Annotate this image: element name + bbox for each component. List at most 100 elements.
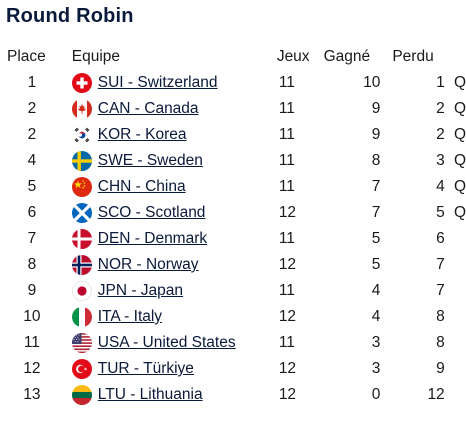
norway-flag-icon	[71, 255, 92, 275]
table-row: 6 SCO - Scotland 12 7 5 Q	[0, 200, 466, 226]
team-link[interactable]: JPN - Japan	[97, 282, 184, 299]
won-cell: 8	[371, 152, 381, 169]
lost-cell: 12	[427, 386, 445, 403]
switzerland-flag-icon	[71, 73, 92, 93]
lost-cell: 5	[436, 204, 445, 221]
won-cell: 9	[371, 100, 381, 117]
place-cell: 2	[27, 100, 37, 117]
team-link[interactable]: SCO - Scotland	[97, 204, 206, 221]
team-link[interactable]: KOR - Korea	[97, 126, 187, 143]
qualified-mark	[445, 252, 466, 278]
place-cell: 2	[27, 126, 37, 143]
qualified-mark	[445, 278, 466, 304]
canada-flag-icon	[71, 99, 92, 119]
table-row: 11 USA - United States 11 3 8	[0, 330, 466, 356]
usa-flag-icon	[71, 333, 92, 353]
place-cell: 13	[23, 386, 41, 403]
qualified-mark: Q	[453, 100, 466, 117]
games-cell: 11	[278, 334, 295, 351]
qualified-mark	[445, 226, 466, 252]
team-link[interactable]: LTU - Lithuania	[97, 386, 203, 403]
won-cell: 7	[371, 178, 381, 195]
won-cell: 3	[371, 334, 381, 351]
qualified-mark	[445, 304, 466, 330]
won-cell: 4	[371, 282, 381, 299]
place-cell: 6	[27, 204, 37, 221]
header-games: Jeux	[276, 48, 310, 65]
standings-table: Place Equipe Jeux Gagné Perdu 1 SUI - Sw…	[0, 44, 466, 408]
lost-cell: 9	[436, 360, 445, 377]
lost-cell: 2	[436, 100, 445, 117]
denmark-flag-icon	[71, 229, 92, 249]
table-row: 10 ITA - Italy 12 4 8	[0, 304, 466, 330]
place-cell: 9	[27, 282, 37, 299]
header-qualified	[445, 44, 466, 70]
china-flag-icon	[71, 177, 92, 197]
lost-cell: 6	[436, 230, 445, 247]
header-team: Equipe	[71, 48, 121, 65]
games-cell: 12	[278, 308, 297, 325]
lost-cell: 8	[436, 308, 445, 325]
qualified-mark: Q	[453, 126, 466, 143]
games-cell: 11	[278, 282, 295, 299]
table-header-row: Place Equipe Jeux Gagné Perdu	[0, 44, 466, 70]
team-cell: CAN - Canada	[64, 96, 259, 122]
table-row: 13 LTU - Lithuania 12 0 12	[0, 382, 466, 408]
place-cell: 7	[27, 230, 37, 247]
table-row: 5 CHN - China 11 7 4 Q	[0, 174, 466, 200]
team-cell: NOR - Norway	[64, 252, 259, 278]
lost-cell: 7	[436, 256, 445, 273]
won-cell: 7	[371, 204, 381, 221]
place-cell: 5	[27, 178, 37, 195]
italy-flag-icon	[71, 307, 92, 327]
header-lost: Perdu	[392, 48, 434, 65]
games-cell: 11	[278, 100, 295, 117]
lost-cell: 8	[436, 334, 445, 351]
team-link[interactable]: CHN - China	[97, 178, 186, 195]
games-cell: 12	[278, 386, 297, 403]
team-link[interactable]: NOR - Norway	[97, 256, 199, 273]
team-link[interactable]: DEN - Denmark	[97, 230, 208, 247]
won-cell: 9	[371, 126, 381, 143]
team-cell: DEN - Denmark	[64, 226, 259, 252]
team-cell: USA - United States	[64, 330, 259, 356]
sweden-flag-icon	[71, 151, 92, 171]
place-cell: 12	[23, 360, 41, 377]
place-cell: 11	[23, 334, 40, 351]
games-cell: 11	[278, 126, 295, 143]
table-row: 7 DEN - Denmark 11 5 6	[0, 226, 466, 252]
place-cell: 10	[23, 308, 41, 325]
table-row: 2 KOR - Korea 11 9 2 Q	[0, 122, 466, 148]
lost-cell: 2	[436, 126, 445, 143]
team-cell: CHN - China	[64, 174, 259, 200]
qualified-mark: Q	[453, 152, 466, 169]
qualified-mark	[445, 330, 466, 356]
won-cell: 0	[371, 386, 381, 403]
team-cell: JPN - Japan	[64, 278, 259, 304]
team-link[interactable]: SWE - Sweden	[97, 152, 203, 169]
team-cell: TUR - Türkiye	[64, 356, 259, 382]
games-cell: 12	[278, 360, 297, 377]
team-link[interactable]: ITA - Italy	[97, 308, 163, 325]
japan-flag-icon	[71, 281, 92, 301]
team-cell: SUI - Switzerland	[64, 70, 259, 96]
place-cell: 1	[27, 74, 37, 91]
table-row: 12 TUR - Türkiye 12 3 9	[0, 356, 466, 382]
lithuania-flag-icon	[71, 385, 92, 405]
team-link[interactable]: USA - United States	[97, 334, 236, 351]
standings-body: 1 SUI - Switzerland 11 10 1 Q 2	[0, 70, 466, 408]
games-cell: 11	[278, 74, 295, 91]
team-link[interactable]: TUR - Türkiye	[97, 360, 194, 377]
team-cell: ITA - Italy	[64, 304, 259, 330]
won-cell: 5	[371, 230, 381, 247]
table-row: 9 JPN - Japan 11 4 7	[0, 278, 466, 304]
korea-flag-icon	[71, 125, 92, 145]
team-cell: SWE - Sweden	[64, 148, 259, 174]
qualified-mark	[445, 356, 466, 382]
lost-cell: 1	[436, 74, 445, 91]
header-place: Place	[7, 48, 46, 65]
team-link[interactable]: SUI - Switzerland	[97, 74, 218, 91]
lost-cell: 3	[436, 152, 445, 169]
team-link[interactable]: CAN - Canada	[97, 100, 199, 117]
page-title: Round Robin	[6, 5, 134, 27]
